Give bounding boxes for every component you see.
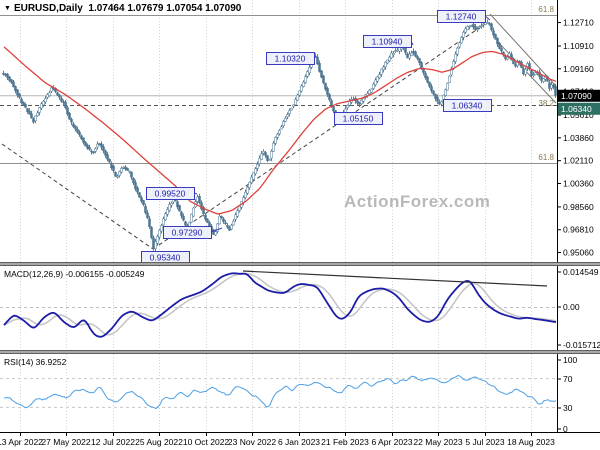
svg-text:1.12710: 1.12710 bbox=[563, 18, 594, 28]
pane-divider[interactable] bbox=[0, 350, 600, 354]
svg-text:30: 30 bbox=[563, 403, 573, 413]
svg-text:0.00: 0.00 bbox=[563, 302, 580, 312]
svg-text:0.98560: 0.98560 bbox=[563, 202, 594, 212]
svg-text:0.95060: 0.95060 bbox=[563, 248, 594, 258]
svg-text:70: 70 bbox=[563, 374, 573, 384]
rsi-canvas[interactable]: 100 70 30 0 bbox=[0, 354, 600, 432]
date-label: 13 Apr 2022 bbox=[0, 437, 43, 447]
svg-text:1.02110: 1.02110 bbox=[563, 156, 593, 166]
macd-pane: 0.014549 0.00 -0.015712 MACD(12,26,9) -0.0… bbox=[0, 266, 600, 350]
svg-text:1.10910: 1.10910 bbox=[563, 41, 594, 51]
svg-text:1.06340: 1.06340 bbox=[561, 104, 592, 114]
svg-text:1.00360: 1.00360 bbox=[563, 178, 594, 188]
svg-text:0.014549: 0.014549 bbox=[563, 267, 599, 277]
date-label: 23 Nov 2022 bbox=[227, 437, 277, 447]
svg-text:1.12740: 1.12740 bbox=[446, 12, 477, 22]
date-tick bbox=[252, 433, 253, 436]
date-label: 18 Aug 2023 bbox=[507, 437, 555, 447]
rsi-pane: 100 70 30 0 RSI(14) 36.9252 bbox=[0, 354, 600, 432]
main-chart-pane: 61.8 38.2 61.8 1.12740 1.10940 1.10320 1.06340… bbox=[0, 0, 600, 262]
date-label: 22 May 2023 bbox=[413, 437, 463, 447]
svg-text:1.10320: 1.10320 bbox=[275, 54, 306, 64]
price-canvas[interactable]: 61.8 38.2 61.8 1.12740 1.10940 1.10320 1.06340… bbox=[0, 0, 600, 262]
date-label: 10 Oct 2022 bbox=[182, 437, 230, 447]
svg-text:61.8: 61.8 bbox=[538, 5, 554, 14]
date-tick bbox=[531, 433, 532, 436]
date-label: 5 Jul 2023 bbox=[465, 437, 505, 447]
pane-divider[interactable] bbox=[0, 262, 600, 266]
svg-text:100: 100 bbox=[563, 355, 577, 365]
date-tick bbox=[206, 433, 207, 436]
svg-text:1.03860: 1.03860 bbox=[563, 133, 594, 143]
date-tick bbox=[299, 433, 300, 436]
svg-text:1.06340: 1.06340 bbox=[452, 101, 483, 111]
svg-text:61.8: 61.8 bbox=[538, 153, 554, 162]
date-tick bbox=[438, 433, 439, 436]
date-axis[interactable]: 13 Apr 2022 27 May 2022 12 Jul 2022 25 Aug … bbox=[0, 432, 600, 450]
svg-text:1.07090: 1.07090 bbox=[561, 91, 592, 101]
date-label: 25 Aug 2022 bbox=[135, 437, 183, 447]
svg-text:0.97290: 0.97290 bbox=[172, 228, 203, 238]
date-tick bbox=[20, 433, 21, 436]
date-tick bbox=[485, 433, 486, 436]
macd-canvas[interactable]: 0.014549 0.00 -0.015712 bbox=[0, 266, 600, 350]
date-tick bbox=[345, 433, 346, 436]
svg-text:1.09160: 1.09160 bbox=[563, 64, 594, 74]
svg-text:1.05150: 1.05150 bbox=[343, 114, 374, 124]
date-tick bbox=[159, 433, 160, 436]
svg-text:0.99520: 0.99520 bbox=[155, 189, 186, 199]
date-tick bbox=[66, 433, 67, 436]
svg-text:0.95340: 0.95340 bbox=[150, 253, 181, 263]
date-label: 6 Jan 2023 bbox=[277, 437, 321, 447]
svg-text:38.2: 38.2 bbox=[538, 99, 554, 108]
svg-text:0: 0 bbox=[563, 424, 568, 432]
date-label: 6 Apr 2023 bbox=[371, 437, 413, 447]
date-label: 27 May 2022 bbox=[41, 437, 91, 447]
date-tick bbox=[392, 433, 393, 436]
date-label: 21 Feb 2023 bbox=[321, 437, 369, 447]
date-label: 12 Jul 2022 bbox=[91, 437, 135, 447]
svg-text:1.05610: 1.05610 bbox=[563, 110, 594, 120]
svg-text:0.96810: 0.96810 bbox=[563, 225, 594, 235]
svg-text:-0.015712: -0.015712 bbox=[563, 340, 600, 350]
svg-text:1.10940: 1.10940 bbox=[372, 37, 403, 47]
date-tick bbox=[113, 433, 114, 436]
